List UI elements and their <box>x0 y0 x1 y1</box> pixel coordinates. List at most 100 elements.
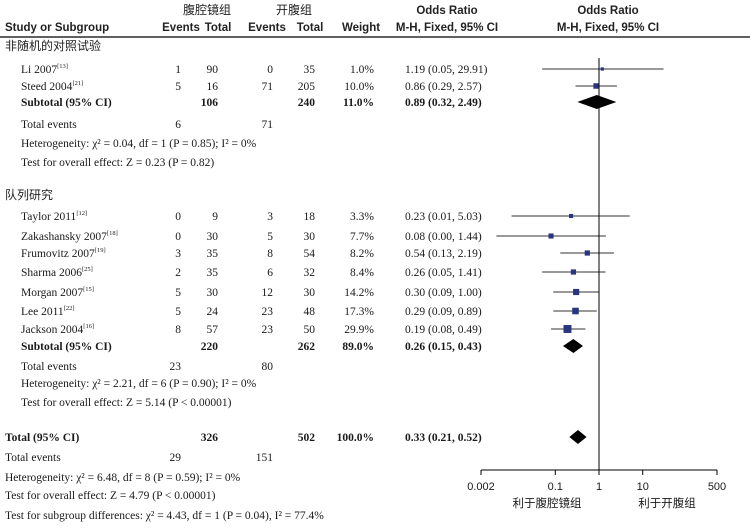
study-row-1-2-weight: 8.2% <box>350 248 374 260</box>
study-row-1-0-name-label: Taylor 2011 <box>21 211 77 223</box>
header-or2-sub: M-H, Fixed, 95% CI <box>557 22 659 34</box>
study-row-1-6-events1: 8 <box>175 324 181 336</box>
header-or1-sub: M-H, Fixed, 95% CI <box>396 22 498 34</box>
study-row-1-3-name: Sharma 2006[25] <box>21 266 93 279</box>
header-group1: 腹腔镜组 <box>183 2 231 17</box>
study-row-1-3-events1: 2 <box>175 267 181 279</box>
study-row-1-5-marker <box>572 307 579 315</box>
study-row-1-6-weight: 29.9% <box>344 324 374 336</box>
total-events-0-label: Total events <box>21 119 77 131</box>
total-events-e2: 151 <box>256 452 274 464</box>
x-tick-label-4: 500 <box>708 481 726 493</box>
study-row-1-4-marker <box>573 288 580 296</box>
study-row-0-0-name-ref: [13] <box>57 63 68 70</box>
study-row-1-1-ci: 0.08 (0.00, 1.44) <box>405 231 482 243</box>
total-overall-effect: Test for overall effect: Z = 4.79 (P < 0… <box>5 490 216 502</box>
study-row-1-1-name-ref: [18] <box>107 230 118 237</box>
study-row-0-0-total2: 35 <box>304 64 316 76</box>
subtotal-0-weight: 11.0% <box>343 97 374 109</box>
study-row-0-0-events1: 1 <box>175 64 181 76</box>
study-row-1-5-name-ref: [22] <box>64 305 75 312</box>
subtotal-1-weight: 89.0% <box>342 341 374 353</box>
study-row-1-1-name: Zakashansky 2007[18] <box>21 230 118 243</box>
subtotal-1-label: Subtotal (95% CI) <box>21 341 112 353</box>
study-row-0-1-events1: 5 <box>175 81 181 93</box>
study-row-0-0-total1: 90 <box>207 64 219 76</box>
study-row-1-5-events2: 23 <box>262 306 274 318</box>
study-row-1-4-total2: 30 <box>304 287 316 299</box>
study-row-1-3-name-label: Sharma 2006 <box>21 267 82 279</box>
study-row-1-0-name: Taylor 2011[12] <box>21 210 87 223</box>
study-row-1-0-events2: 3 <box>267 211 273 223</box>
study-row-1-3-weight: 8.4% <box>350 267 374 279</box>
study-row-0-1-total2: 205 <box>298 81 316 93</box>
study-row-0-0-weight: 1.0% <box>350 64 374 76</box>
heterogeneity-0: Heterogeneity: χ² = 0.04, df = 1 (P = 0.… <box>21 138 257 150</box>
study-row-0-1-name: Steed 2004[21] <box>21 80 83 93</box>
study-row-0-1-marker <box>593 83 599 89</box>
total-total2: 502 <box>298 432 316 444</box>
study-row-1-4-total1: 30 <box>207 287 219 299</box>
study-row-1-6-marker <box>563 325 572 333</box>
study-row-1-5-name-label: Lee 2011 <box>21 306 64 318</box>
study-row-1-3-ci: 0.26 (0.05, 1.41) <box>405 267 482 279</box>
favours-right-label: 利于开腹组 <box>638 496 696 510</box>
study-row-1-3-marker <box>570 269 577 275</box>
study-row-1-2-marker <box>584 250 590 256</box>
header-or1-title: Odds Ratio <box>416 5 477 17</box>
subgroup-1-title: 队列研究 <box>5 187 53 202</box>
study-row-1-0-marker <box>569 213 574 219</box>
study-row-0-0-name: Li 2007[13] <box>21 63 68 76</box>
total-events-1-e1: 23 <box>170 361 182 373</box>
subgroup-differences: Test for subgroup differences: χ² = 4.43… <box>5 510 324 522</box>
study-row-1-2-total2: 54 <box>304 248 316 260</box>
header-total1: Total <box>205 22 232 34</box>
study-row-0-0-name-label: Li 2007 <box>21 64 57 76</box>
header-events1: Events <box>162 22 200 34</box>
study-row-1-2-events2: 8 <box>267 248 273 260</box>
study-row-1-6-total1: 57 <box>207 324 219 336</box>
study-row-1-0-events1: 0 <box>175 211 181 223</box>
study-row-1-1-name-label: Zakashansky 2007 <box>21 231 107 243</box>
study-row-1-1-marker <box>548 233 554 239</box>
study-row-1-4-name: Morgan 2007[15] <box>21 286 94 299</box>
x-tick-label-3: 10 <box>637 481 649 493</box>
study-row-1-2-total1: 35 <box>207 248 219 260</box>
study-row-1-5-name: Lee 2011[22] <box>21 305 75 318</box>
study-row-1-0-total2: 18 <box>304 211 316 223</box>
study-row-1-1-total1: 30 <box>207 231 219 243</box>
study-row-0-1-ci: 0.86 (0.29, 2.57) <box>405 81 482 93</box>
study-row-1-3-total2: 32 <box>304 267 316 279</box>
study-row-1-0-weight: 3.3% <box>350 211 374 223</box>
study-row-1-6-total2: 50 <box>304 324 316 336</box>
study-row-1-6-name-label: Jackson 2004 <box>21 324 84 336</box>
study-row-1-6-ci: 0.19 (0.08, 0.49) <box>405 324 482 336</box>
study-row-1-6-name-ref: [16] <box>83 323 94 330</box>
total-ci: 0.33 (0.21, 0.52) <box>405 432 482 444</box>
total-label: Total (95% CI) <box>5 432 79 444</box>
total-events-0-e2: 71 <box>262 119 274 131</box>
study-row-1-2-name-label: Frumovitz 2007 <box>21 248 95 260</box>
subtotal-0-diamond <box>577 95 617 109</box>
study-row-0-1-total1: 16 <box>207 81 219 93</box>
subtotal-0-ci: 0.89 (0.32, 2.49) <box>405 97 482 109</box>
study-row-1-0-name-ref: [12] <box>76 210 87 217</box>
total-total1: 326 <box>201 432 219 444</box>
header-study: Study or Subgroup <box>5 22 109 34</box>
study-row-0-0-marker <box>600 67 604 71</box>
study-row-1-2-name: Frumovitz 2007[19] <box>21 247 106 260</box>
study-row-0-1-weight: 10.0% <box>344 81 374 93</box>
x-tick-label-1: 0.1 <box>548 481 563 493</box>
study-row-1-5-weight: 17.3% <box>344 306 374 318</box>
study-row-1-2-ci: 0.54 (0.13, 2.19) <box>405 248 482 260</box>
study-row-1-1-total2: 30 <box>304 231 316 243</box>
study-row-1-1-events1: 0 <box>175 231 181 243</box>
header-group2: 开腹组 <box>276 3 312 17</box>
overall-effect-0: Test for overall effect: Z = 0.23 (P = 0… <box>21 157 214 169</box>
header-weight: Weight <box>342 22 380 34</box>
study-row-1-4-events1: 5 <box>175 287 181 299</box>
subtotal-1-ci: 0.26 (0.15, 0.43) <box>405 341 482 353</box>
x-tick-label-0: 0.002 <box>467 481 495 493</box>
subtotal-0-total1: 106 <box>201 97 219 109</box>
study-row-1-2-name-ref: [19] <box>95 247 106 254</box>
